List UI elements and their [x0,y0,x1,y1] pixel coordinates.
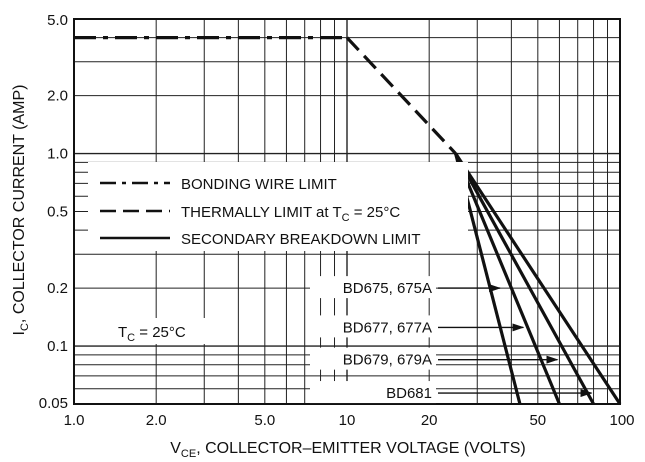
y-tick-label: 5.0 [47,12,68,29]
x-axis-label: VCE, COLLECTOR–EMITTER VOLTAGE (VOLTS) [170,440,526,460]
plot-frame [73,18,621,405]
y-axis-label: IC, COLLECTOR CURRENT (AMP) [11,85,31,336]
x-tick-label: 1.0 [64,412,85,429]
y-axis-label-sub: C [19,323,31,331]
y-tick-label: 0.5 [47,204,68,221]
y-axis-label-pre: I [11,331,28,335]
tick-labels: 1.0 2.0 5.0 10 20 50 100 5.0 2.0 1.0 0.5 0.2 0.1 0.05 [39,12,635,429]
legend-label-thermal-pre: THERMALLY LIMIT at T [181,204,342,221]
x-axis-label-post: , COLLECTOR–EMITTER VOLTAGE (VOLTS) [196,440,526,457]
x-tick-label: 2.0 [146,412,167,429]
annotation-label-bg [310,315,436,338]
annotations: BD675, 675A BD677, 677A BD679, 679A BD681 [310,276,593,404]
legend-box [88,162,468,251]
y-axis-label-post: , COLLECTOR CURRENT (AMP) [11,85,28,324]
series-bd679 [454,152,595,405]
x-tick-label: 100 [609,412,634,429]
series-layer [74,36,622,405]
annotation-label-bg [310,347,436,370]
legend: BONDING WIRE LIMIT THERMALLY LIMIT at TC… [88,162,468,251]
y-tick-label: 1.0 [47,146,68,163]
y-tick-label: 0.1 [47,338,68,355]
x-tick-label: 5.0 [254,412,275,429]
annotation-label: BD679, 679A [343,352,432,369]
condition-bg [105,318,215,344]
condition-post: = 25°C [135,324,186,341]
condition-text: TC = 25°C [118,324,186,344]
y-tick-label: 2.0 [47,88,68,105]
series-bd677 [454,152,561,405]
x-axis-label-sub: CE [181,448,196,460]
condition-label: TC = 25°C [105,318,215,344]
condition-sub: C [127,332,135,344]
annotation-label-bg [310,381,436,404]
series-bd681 [454,152,622,405]
legend-label-secondary: SECONDARY BREAKDOWN LIMIT [181,231,421,248]
annotation-label: BD681 [386,385,432,402]
annotation-label: BD675, 675A [343,280,432,297]
x-axis-label-pre: V [170,440,181,457]
annotation-label: BD677, 677A [343,319,432,336]
legend-label-bonding: BONDING WIRE LIMIT [181,176,337,193]
x-tick-label: 20 [421,412,438,429]
x-tick-label: 50 [529,412,546,429]
y-tick-label: 0.05 [39,395,68,412]
legend-label-thermal-sub: C [342,212,350,224]
y-tick-label: 0.2 [47,280,68,297]
condition-pre: T [118,324,127,341]
annotation-label-bg [310,276,436,299]
x-tick-label: 10 [339,412,356,429]
legend-label-thermal-post: = 25°C [350,204,401,221]
legend-label-thermal: THERMALLY LIMIT at TC = 25°C [181,204,400,224]
series-thermal [345,36,457,155]
